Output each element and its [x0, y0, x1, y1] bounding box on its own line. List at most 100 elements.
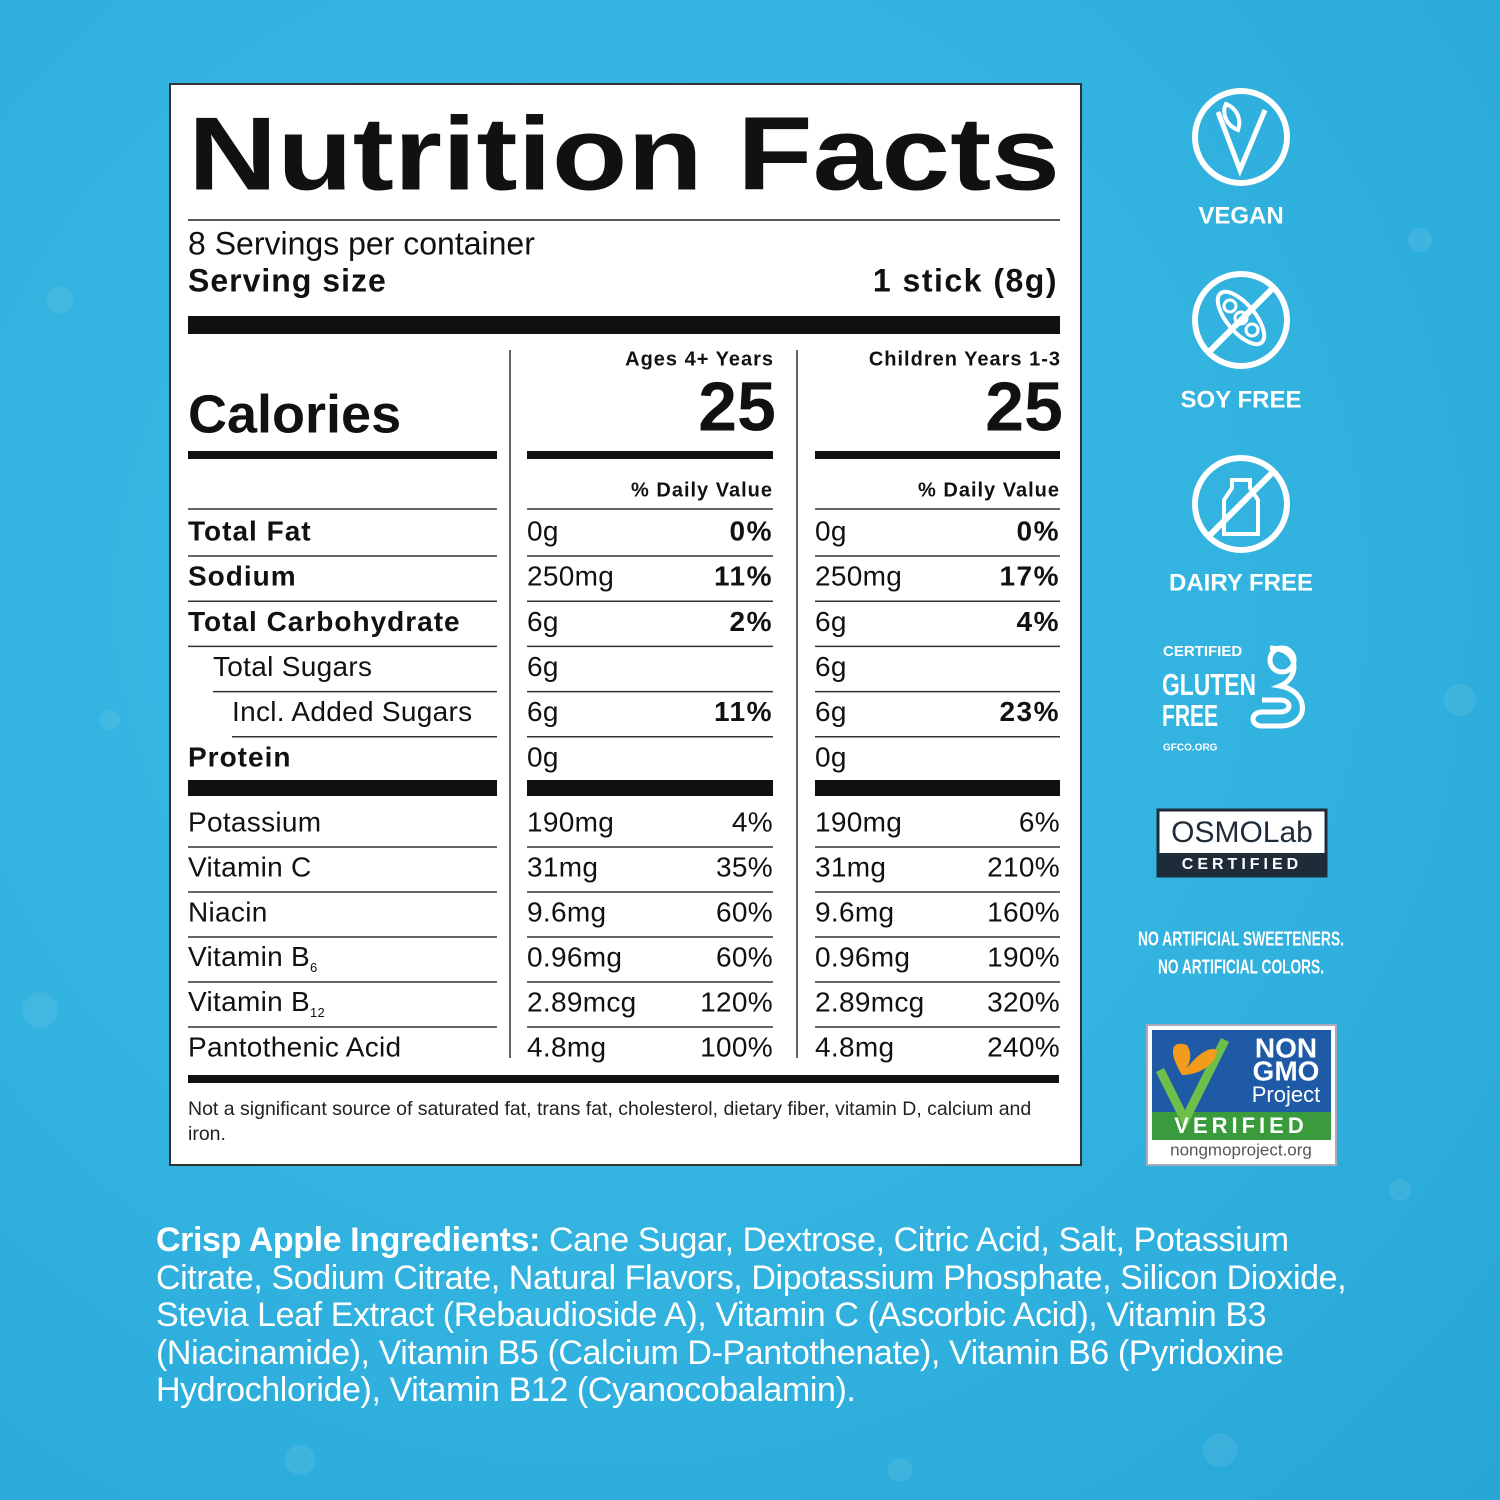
amount: 0g	[815, 741, 847, 772]
amount: 4.8mg	[815, 1031, 894, 1062]
amount: 0g	[527, 515, 559, 546]
amount: 6g	[527, 651, 559, 682]
amount: 31mg	[815, 851, 886, 882]
daily-value: 60%	[716, 941, 773, 972]
thick-rule	[188, 316, 1060, 334]
calories-value: 25	[985, 367, 1063, 445]
daily-value: 210%	[987, 851, 1060, 882]
nutrient-name: Sodium	[188, 561, 297, 592]
daily-value: 2%	[730, 606, 773, 637]
amount: 6g	[815, 696, 847, 727]
daily-value: 190%	[987, 941, 1060, 972]
column-heading: Ages 4+ Years	[625, 348, 774, 370]
amount: 250mg	[527, 561, 614, 592]
osmolab-band	[1158, 853, 1326, 876]
serving-size: 1 stick (8g)	[873, 262, 1058, 298]
subscript: 12	[310, 1005, 325, 1020]
claim: NO ARTIFICIAL SWEETENERS.	[1138, 928, 1344, 950]
daily-value: 320%	[987, 986, 1060, 1017]
daily-value: 4%	[1017, 606, 1060, 637]
thick-rule	[815, 780, 1060, 796]
daily-value: 0%	[730, 515, 773, 546]
thick-rule	[527, 451, 773, 459]
badge-label: OSMOLab	[1171, 816, 1313, 849]
amount: 190mg	[527, 806, 614, 837]
nutrient-name: Vitamin B6	[188, 941, 318, 975]
thick-rule	[815, 451, 1060, 459]
label-box	[169, 83, 1082, 1166]
thick-rule	[527, 780, 773, 796]
amount: 6g	[527, 606, 559, 637]
thick-rule	[188, 780, 497, 796]
badge-label: SOY FREE	[1181, 386, 1302, 413]
dv-heading: % Daily Value	[918, 479, 1060, 501]
nutrient-name: Potassium	[188, 806, 321, 837]
nutrient-name: Niacin	[188, 896, 268, 927]
amount: 6g	[815, 606, 847, 637]
badge-icons	[1192, 88, 1305, 729]
amount: 0g	[815, 515, 847, 546]
thick-rule	[188, 1075, 1059, 1083]
badge-label: nongmoproject.org	[1170, 1140, 1312, 1159]
non-gmo-butterfly	[1172, 1043, 1217, 1075]
amount: 6g	[815, 651, 847, 682]
ingredients-text: Cane Sugar, Dextrose, Citric Acid, Salt,…	[156, 1221, 1347, 1409]
nutrient-name: Vitamin B12	[188, 986, 325, 1020]
servings: 8 Servings per container	[188, 225, 535, 261]
nutrient-name: Vitamin B	[188, 986, 310, 1017]
badge-label: Project	[1252, 1082, 1320, 1107]
non-gmo-check	[1155, 1037, 1230, 1131]
daily-value: 17%	[999, 561, 1060, 592]
daily-value: 160%	[987, 896, 1060, 927]
column-heading: Children Years 1-3	[869, 348, 1061, 370]
nutrient-name: Vitamin C	[188, 851, 312, 882]
amount: 250mg	[815, 561, 902, 592]
badge-label: CERTIFIED	[1182, 856, 1302, 873]
daily-value: 6%	[1019, 806, 1060, 837]
badge-label: VERIFIED	[1174, 1113, 1307, 1138]
amount: 0g	[527, 741, 559, 772]
serving-size-label: Serving size	[188, 262, 387, 298]
amount: 2.89mcg	[815, 986, 925, 1017]
label-title: Nutrition Facts	[188, 96, 1060, 212]
amount: 6g	[527, 696, 559, 727]
droplets	[22, 228, 1476, 1482]
amount: 9.6mg	[815, 896, 894, 927]
ingredients: Crisp Apple Ingredients: Cane Sugar, Dex…	[156, 1221, 1371, 1410]
nutrient-name: Total Fat	[188, 515, 312, 546]
claim: NO ARTIFICIAL COLORS.	[1158, 956, 1324, 978]
badge-label: GFCO.ORG	[1163, 743, 1218, 754]
nutrient-name: Total Carbohydrate	[188, 606, 461, 637]
amount: 4.8mg	[527, 1031, 606, 1062]
footnote: Not a significant source of saturated fa…	[188, 1098, 1032, 1145]
nutrient-name: Incl. Added Sugars	[232, 696, 472, 727]
thick-rule	[188, 451, 497, 459]
daily-value: 120%	[700, 986, 773, 1017]
daily-value: 60%	[716, 896, 773, 927]
daily-value: 100%	[700, 1031, 773, 1062]
daily-value: 35%	[716, 851, 773, 882]
nutrient-name: Pantothenic Acid	[188, 1031, 401, 1062]
amount: 2.89mcg	[527, 986, 637, 1017]
nutrient-name: Vitamin B	[188, 941, 310, 972]
badge-label: GMO	[1253, 1055, 1320, 1086]
daily-value: 11%	[714, 696, 773, 727]
badge-label: GLUTEN	[1162, 667, 1256, 702]
nutrient-name: Total Sugars	[213, 651, 372, 682]
calories-value: 25	[698, 367, 776, 445]
daily-value: 23%	[999, 696, 1060, 727]
daily-value: 4%	[732, 806, 773, 837]
amount: 0.96mg	[527, 941, 622, 972]
amount: 9.6mg	[527, 896, 606, 927]
nutrient-name: Protein	[188, 741, 291, 772]
badge-label: FREE	[1162, 698, 1218, 733]
badge-label: NON	[1255, 1032, 1317, 1063]
calories-label: Calories	[188, 384, 401, 444]
amount: 31mg	[527, 851, 598, 882]
badge-label: VEGAN	[1198, 202, 1283, 229]
daily-value: 240%	[987, 1031, 1060, 1062]
amount: 190mg	[815, 806, 902, 837]
daily-value: 11%	[714, 561, 773, 592]
